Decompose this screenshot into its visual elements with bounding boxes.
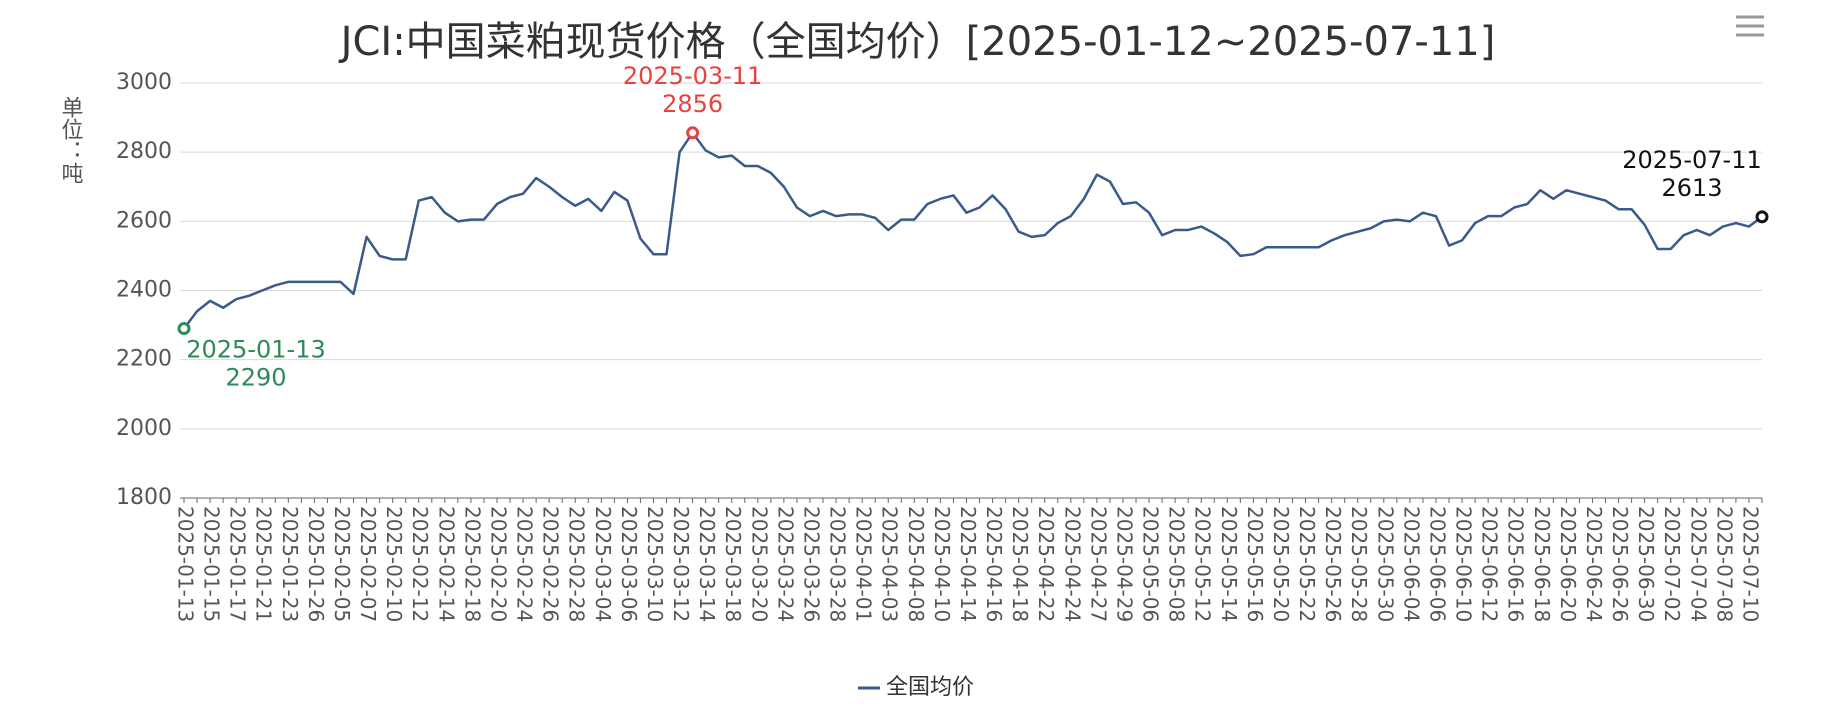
x-tick-label: 2025-04-08 xyxy=(904,506,928,622)
x-tick-label: 2025-02-10 xyxy=(382,506,406,622)
x-tick-label: 2025-01-26 xyxy=(304,506,328,622)
x-tick-label: 2025-04-03 xyxy=(878,506,902,622)
x-tick-label: 2025-07-08 xyxy=(1712,506,1736,622)
annotation-value: 2290 xyxy=(225,364,286,392)
x-tick-label: 2025-03-14 xyxy=(695,506,719,622)
x-tick-label: 2025-07-02 xyxy=(1660,506,1684,622)
x-tick-label: 2025-02-20 xyxy=(486,506,510,622)
y-tick-label: 3000 xyxy=(116,70,172,95)
x-tick-label: 2025-04-01 xyxy=(852,506,876,622)
x-tick-label: 2025-05-30 xyxy=(1373,506,1397,622)
annotation-value: 2856 xyxy=(662,90,723,118)
x-tick-label: 2025-05-22 xyxy=(1295,506,1319,622)
x-tick-label: 2025-01-21 xyxy=(252,506,276,622)
x-tick-label: 2025-05-26 xyxy=(1321,506,1345,622)
x-tick-label: 2025-06-04 xyxy=(1399,506,1423,622)
x-tick-label: 2025-05-08 xyxy=(1165,506,1189,622)
x-tick-label: 2025-02-05 xyxy=(330,506,354,622)
x-tick-label: 2025-06-12 xyxy=(1478,506,1502,622)
x-tick-label: 2025-04-22 xyxy=(1034,506,1058,622)
annotation-date: 2025-03-11 xyxy=(623,62,762,90)
x-tick-label: 2025-04-24 xyxy=(1060,506,1084,622)
x-tick-label: 2025-06-10 xyxy=(1452,506,1476,622)
x-tick-label: 2025-02-07 xyxy=(356,506,380,622)
annotation-date: 2025-07-11 xyxy=(1622,146,1761,174)
x-tick-label: 2025-05-28 xyxy=(1347,506,1371,622)
x-tick-label: 2025-03-28 xyxy=(826,506,850,622)
x-tick-label: 2025-07-04 xyxy=(1686,506,1710,622)
annotation-marker xyxy=(177,322,191,336)
x-tick-label: 2025-02-18 xyxy=(460,506,484,622)
annotation-value: 2613 xyxy=(1661,174,1722,202)
y-tick-label: 1800 xyxy=(116,485,172,510)
legend-label: 全国均价 xyxy=(886,675,974,700)
x-tick-label: 2025-02-12 xyxy=(408,506,432,622)
x-tick-label: 2025-05-12 xyxy=(1191,506,1215,622)
x-tick-label: 2025-04-10 xyxy=(930,506,954,622)
x-tick-label: 2025-04-16 xyxy=(982,506,1006,622)
x-tick-label: 2025-05-06 xyxy=(1139,506,1163,622)
x-tick-label: 2025-02-24 xyxy=(513,506,537,622)
x-tick-label: 2025-04-18 xyxy=(1008,506,1032,622)
y-tick-label: 2600 xyxy=(116,208,172,233)
annotation-marker xyxy=(1755,210,1769,224)
annotation-marker xyxy=(686,126,700,140)
y-tick-label: 2000 xyxy=(116,416,172,441)
x-tick-label: 2025-01-13 xyxy=(174,506,198,622)
y-tick-label: 2200 xyxy=(116,347,172,372)
x-tick-label: 2025-01-23 xyxy=(278,506,302,622)
x-tick-label: 2025-04-29 xyxy=(1112,506,1136,622)
line-series xyxy=(183,131,1763,330)
x-tick-label: 2025-05-16 xyxy=(1243,506,1267,622)
y-tick-label: 2400 xyxy=(116,278,172,303)
x-tick-label: 2025-03-26 xyxy=(799,506,823,622)
x-tick-label: 2025-04-14 xyxy=(956,506,980,622)
x-tick-label: 2025-02-28 xyxy=(565,506,589,622)
x-tick-label: 2025-03-24 xyxy=(773,506,797,622)
x-tick-label: 2025-03-06 xyxy=(617,506,641,622)
x-tick-label: 2025-06-24 xyxy=(1582,506,1606,622)
x-tick-label: 2025-01-17 xyxy=(226,506,250,622)
annotation-date: 2025-01-13 xyxy=(186,336,325,364)
x-tick-label: 2025-06-06 xyxy=(1425,506,1449,622)
x-tick-label: 2025-03-18 xyxy=(721,506,745,622)
x-tick-label: 2025-07-10 xyxy=(1738,506,1762,622)
menu-icon[interactable] xyxy=(1736,15,1764,37)
x-tick-label: 2025-05-14 xyxy=(1217,506,1241,622)
chart-title: JCI:中国菜粕现货价格（全国均价）[2025-01-12~2025-07-11… xyxy=(338,19,1496,65)
x-tick-label: 2025-06-20 xyxy=(1556,506,1580,622)
x-tick-label: 2025-04-27 xyxy=(1086,506,1110,622)
x-tick-label: 2025-02-26 xyxy=(539,506,563,622)
x-tick-label: 2025-03-12 xyxy=(669,506,693,622)
x-tick-label: 2025-06-30 xyxy=(1634,506,1658,622)
x-tick-label: 2025-05-20 xyxy=(1269,506,1293,622)
x-tick-label: 2025-02-14 xyxy=(434,506,458,622)
y-tick-label: 2800 xyxy=(116,139,172,164)
x-tick-label: 2025-03-10 xyxy=(643,506,667,622)
x-tick-label: 2025-03-20 xyxy=(747,506,771,622)
x-tick-label: 2025-03-04 xyxy=(591,506,615,622)
x-tick-label: 2025-06-26 xyxy=(1608,506,1632,622)
y-axis-label: 单位：吨 xyxy=(58,96,84,184)
x-tick-label: 2025-06-16 xyxy=(1504,506,1528,622)
x-tick-label: 2025-06-18 xyxy=(1530,506,1554,622)
x-tick-label: 2025-01-15 xyxy=(200,506,224,622)
